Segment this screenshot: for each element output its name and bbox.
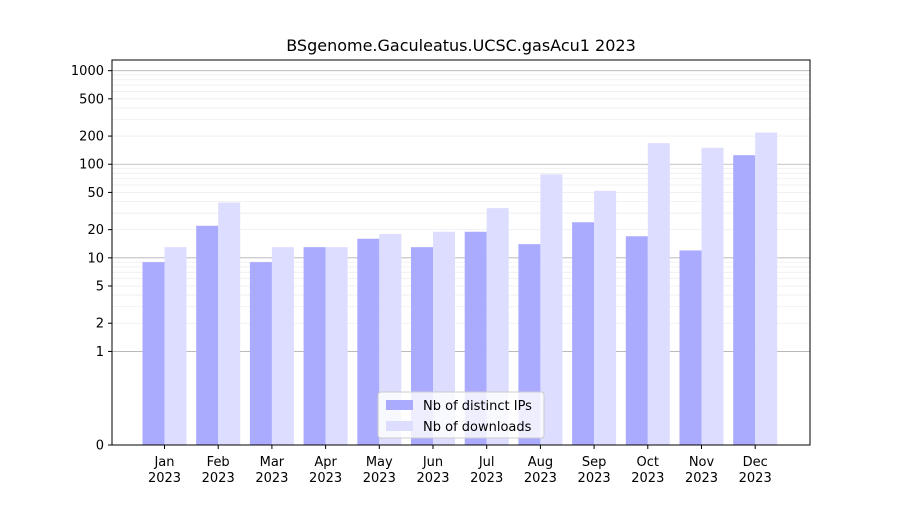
legend-box	[377, 391, 545, 439]
x-tick-label-month: Mar	[260, 455, 285, 470]
bar-downloads	[594, 190, 617, 445]
y-tick-label: 20	[87, 223, 104, 238]
x-tick-label-year: 2023	[739, 471, 772, 486]
y-tick-label: 1	[96, 345, 104, 360]
bar-distinct-ips	[249, 262, 272, 445]
bar-distinct-ips	[625, 236, 648, 445]
x-tick-label-year: 2023	[148, 471, 181, 486]
chart-title: BSgenome.Gaculeatus.UCSC.gasAcu1 2023	[286, 36, 636, 55]
y-tick-label: 100	[79, 158, 104, 173]
x-tick-label-month: Aug	[528, 455, 553, 470]
bar-downloads	[271, 247, 294, 445]
bar-distinct-ips	[303, 247, 326, 445]
x-tick-label-month: Dec	[743, 455, 768, 470]
bar-downloads	[755, 132, 778, 445]
x-tick-label-month: Jan	[153, 455, 174, 470]
bar-distinct-ips	[357, 238, 380, 445]
x-tick-label-year: 2023	[470, 471, 503, 486]
x-tick-label-year: 2023	[309, 471, 342, 486]
y-tick-label: 1000	[71, 64, 104, 79]
x-tick-label-year: 2023	[631, 471, 664, 486]
bar-distinct-ips	[196, 225, 219, 445]
x-tick-label-year: 2023	[416, 471, 449, 486]
legend-swatch	[386, 421, 413, 431]
plot-frame	[111, 59, 811, 446]
x-tick-label-year: 2023	[524, 471, 557, 486]
x-tick-label-month: Sep	[582, 455, 607, 470]
y-tick-label: 200	[79, 130, 104, 145]
bar-downloads	[325, 247, 348, 445]
x-tick-label-month: Feb	[207, 455, 230, 470]
x-tick-label-month: Jul	[478, 455, 495, 470]
bar-downloads	[540, 174, 563, 445]
x-tick-label-year: 2023	[363, 471, 396, 486]
y-tick-label: 10	[87, 251, 104, 266]
legend-swatch	[386, 400, 413, 410]
bar-downloads	[164, 247, 187, 445]
bar-downloads	[647, 143, 670, 445]
x-tick-label-month: Nov	[689, 455, 715, 470]
bar-downloads	[486, 208, 509, 445]
legend-label: Nb of downloads	[423, 420, 532, 435]
y-tick-label: 0	[96, 439, 104, 454]
bar-downloads	[218, 202, 241, 445]
bar-distinct-ips	[142, 262, 165, 445]
x-tick-label-year: 2023	[685, 471, 718, 486]
y-tick-label: 50	[87, 186, 104, 201]
bar-distinct-ips	[679, 250, 702, 445]
y-tick-label: 500	[79, 92, 104, 107]
x-tick-label-year: 2023	[202, 471, 235, 486]
x-tick-label-year: 2023	[578, 471, 611, 486]
x-tick-label-month: Jun	[422, 455, 443, 470]
y-tick-label: 5	[96, 280, 104, 295]
x-tick-label-year: 2023	[255, 471, 288, 486]
x-tick-label-month: May	[366, 455, 393, 470]
legend-label: Nb of distinct IPs	[423, 399, 532, 414]
y-tick-label: 2	[96, 317, 104, 332]
bar-distinct-ips	[733, 155, 756, 445]
bar-distinct-ips	[572, 222, 595, 445]
x-tick-label-month: Apr	[314, 455, 337, 470]
x-tick-label-month: Oct	[637, 455, 659, 470]
bar-downloads	[701, 147, 724, 445]
